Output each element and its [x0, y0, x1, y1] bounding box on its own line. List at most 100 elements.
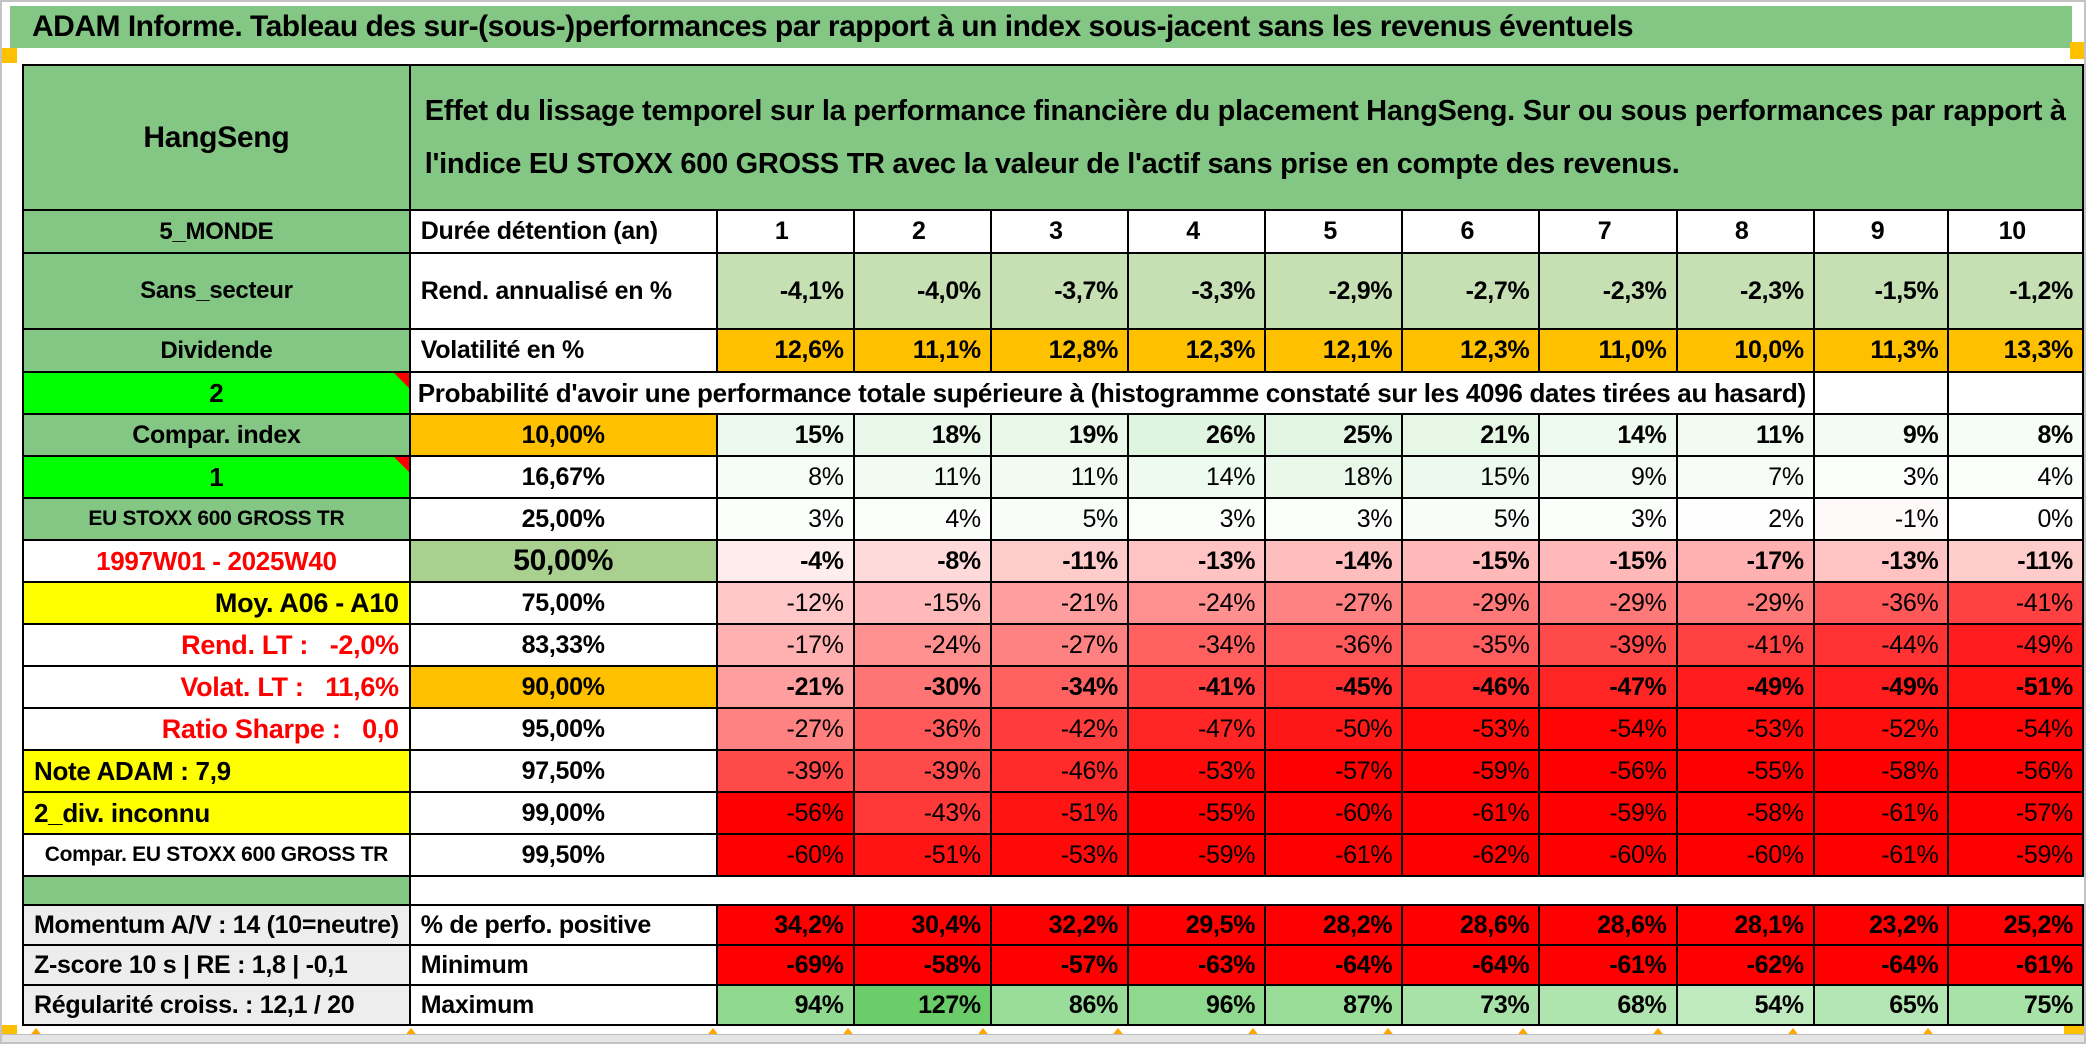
data-cell[interactable]: 29,5%	[1126, 904, 1267, 946]
row-label-cell[interactable]: 75,00%	[408, 581, 718, 625]
data-cell[interactable]: -39%	[1538, 623, 1678, 667]
data-cell[interactable]: -15%	[1538, 539, 1678, 583]
data-cell[interactable]: 13,3%	[1947, 328, 2084, 373]
left-label-cell[interactable]: Note ADAM : 7,9	[22, 749, 411, 793]
data-cell[interactable]: -53%	[1401, 707, 1541, 751]
data-cell[interactable]: 11%	[989, 455, 1130, 499]
data-cell[interactable]: -24%	[1126, 581, 1267, 625]
data-cell[interactable]: -21%	[989, 581, 1130, 625]
data-cell[interactable]: 8%	[1947, 413, 2084, 457]
data-cell[interactable]: -69%	[715, 944, 855, 986]
data-cell[interactable]: -61%	[1947, 944, 2084, 986]
left-label-cell[interactable]: EU STOXX 600 GROSS TR	[22, 497, 411, 541]
left-label-cell[interactable]: Volat. LT : 11,6%	[22, 665, 411, 709]
data-cell[interactable]: -56%	[715, 791, 855, 835]
data-cell[interactable]: -1%	[1812, 497, 1950, 541]
year-header-cell[interactable]: 10	[1947, 209, 2084, 254]
data-cell[interactable]: -61%	[1264, 833, 1404, 877]
left-label-cell[interactable]: 1	[22, 455, 411, 499]
data-cell[interactable]: 25,2%	[1947, 904, 2084, 946]
data-cell[interactable]: -49%	[1947, 623, 2084, 667]
data-cell[interactable]: 2%	[1675, 497, 1815, 541]
data-cell[interactable]: 3%	[1812, 455, 1950, 499]
left-label-cell[interactable]: 5_MONDE	[22, 209, 411, 254]
row-label-cell[interactable]: 10,00%	[408, 413, 718, 457]
data-cell[interactable]: 54%	[1675, 984, 1815, 1026]
data-cell[interactable]: -30%	[852, 665, 992, 709]
data-cell[interactable]: -59%	[1126, 833, 1267, 877]
data-cell[interactable]: -24%	[852, 623, 992, 667]
data-cell[interactable]: 3%	[715, 497, 855, 541]
data-cell[interactable]: 5%	[989, 497, 1130, 541]
data-cell[interactable]: -55%	[1675, 749, 1815, 793]
data-cell[interactable]: -50%	[1264, 707, 1404, 751]
data-cell[interactable]: -15%	[1401, 539, 1541, 583]
data-cell[interactable]: -51%	[852, 833, 992, 877]
data-cell[interactable]: -36%	[1812, 581, 1950, 625]
year-header-cell[interactable]: 2	[852, 209, 992, 254]
data-cell[interactable]: -41%	[1126, 665, 1267, 709]
data-cell[interactable]: -1,5%	[1812, 252, 1950, 330]
year-header-cell[interactable]: 8	[1675, 209, 1815, 254]
data-cell[interactable]: 28,6%	[1538, 904, 1678, 946]
data-cell[interactable]: 4%	[1947, 455, 2084, 499]
data-cell[interactable]: -56%	[1538, 749, 1678, 793]
data-cell[interactable]: 7%	[1675, 455, 1815, 499]
data-cell[interactable]: 28,1%	[1675, 904, 1815, 946]
data-cell[interactable]: -29%	[1538, 581, 1678, 625]
data-cell[interactable]: 34,2%	[715, 904, 855, 946]
data-cell[interactable]: 9%	[1538, 455, 1678, 499]
data-cell[interactable]: -61%	[1538, 944, 1678, 986]
data-cell[interactable]: -27%	[989, 623, 1130, 667]
data-cell[interactable]: -2,7%	[1401, 252, 1541, 330]
data-cell[interactable]: -3,7%	[989, 252, 1130, 330]
data-cell[interactable]: 73%	[1401, 984, 1541, 1026]
data-cell[interactable]: -56%	[1947, 749, 2084, 793]
data-cell[interactable]: -49%	[1675, 665, 1815, 709]
data-cell[interactable]: 127%	[852, 984, 992, 1026]
data-cell[interactable]: -27%	[715, 707, 855, 751]
data-cell[interactable]: 14%	[1126, 455, 1267, 499]
year-header-cell[interactable]: 5	[1264, 209, 1404, 254]
data-cell[interactable]: -59%	[1401, 749, 1541, 793]
row-label-cell[interactable]: 95,00%	[408, 707, 718, 751]
data-cell[interactable]: -2,9%	[1264, 252, 1404, 330]
data-cell[interactable]: -4,0%	[852, 252, 992, 330]
data-cell[interactable]: 25%	[1264, 413, 1404, 457]
row-label-cell[interactable]: 99,50%	[408, 833, 718, 877]
data-cell[interactable]: 3%	[1538, 497, 1678, 541]
data-cell[interactable]: 10,0%	[1675, 328, 1815, 373]
left-label-cell[interactable]: Ratio Sharpe : 0,0	[22, 707, 411, 751]
left-label-cell[interactable]: 2	[22, 371, 411, 415]
year-header-cell[interactable]: 6	[1401, 209, 1541, 254]
row-label-cell[interactable]: 99,00%	[408, 791, 718, 835]
year-header-cell[interactable]: 4	[1126, 209, 1267, 254]
data-cell[interactable]: -27%	[1264, 581, 1404, 625]
left-label-cell[interactable]: Rend. LT : -2,0%	[22, 623, 411, 667]
data-cell[interactable]: -62%	[1401, 833, 1541, 877]
data-cell[interactable]: 11,1%	[852, 328, 992, 373]
data-cell[interactable]: -64%	[1264, 944, 1404, 986]
data-cell[interactable]: -4%	[715, 539, 855, 583]
data-cell[interactable]: 28,6%	[1401, 904, 1541, 946]
data-cell[interactable]: -60%	[1264, 791, 1404, 835]
data-cell[interactable]: 11%	[1675, 413, 1815, 457]
data-cell[interactable]: -53%	[1126, 749, 1267, 793]
data-cell[interactable]: -11%	[1947, 539, 2084, 583]
data-cell[interactable]: 3%	[1264, 497, 1404, 541]
data-cell[interactable]: -60%	[1538, 833, 1678, 877]
left-label-cell[interactable]: Momentum A/V : 14 (10=neutre)	[22, 904, 411, 946]
data-cell[interactable]: -41%	[1947, 581, 2084, 625]
data-cell[interactable]: -2,3%	[1538, 252, 1678, 330]
data-cell[interactable]: -60%	[1675, 833, 1815, 877]
data-cell[interactable]: -2,3%	[1675, 252, 1815, 330]
data-cell[interactable]: -14%	[1264, 539, 1404, 583]
data-cell[interactable]: 28,2%	[1264, 904, 1404, 946]
data-cell[interactable]: -54%	[1538, 707, 1678, 751]
data-cell[interactable]: -41%	[1675, 623, 1815, 667]
data-cell[interactable]: -36%	[1264, 623, 1404, 667]
data-cell[interactable]: -49%	[1812, 665, 1950, 709]
year-header-cell[interactable]: 3	[989, 209, 1130, 254]
data-cell[interactable]: -47%	[1538, 665, 1678, 709]
data-cell[interactable]: 12,1%	[1264, 328, 1404, 373]
